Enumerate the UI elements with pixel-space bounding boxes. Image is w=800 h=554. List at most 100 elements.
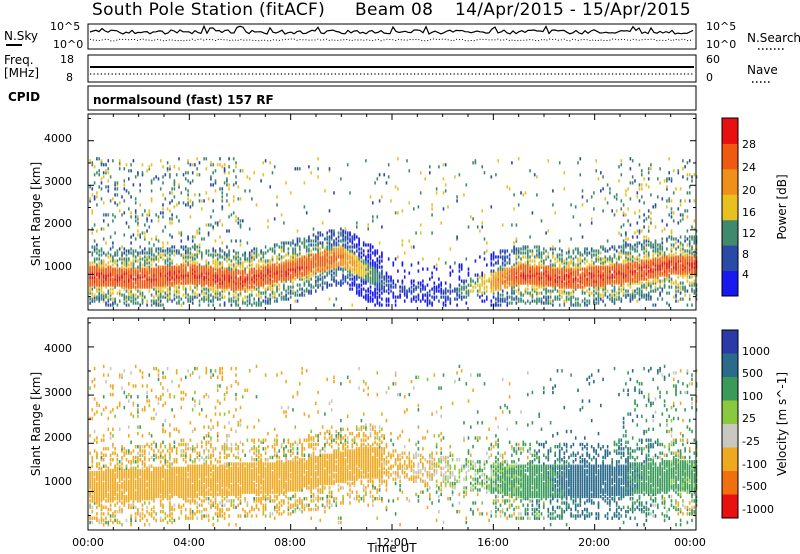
power-cell — [647, 171, 650, 175]
power-cell — [549, 265, 552, 269]
noise-left-tick-top: 10^5 — [50, 20, 80, 33]
power-cell — [654, 273, 657, 277]
power-cell — [93, 195, 96, 199]
power-cell — [321, 279, 324, 283]
power-cell — [191, 295, 194, 299]
power-cell — [565, 251, 568, 255]
power-cell — [356, 275, 358, 279]
power-cell — [346, 245, 349, 249]
power-cell — [148, 251, 151, 255]
power-cell — [602, 265, 604, 269]
power-cell — [276, 267, 278, 271]
power-cell — [91, 253, 94, 257]
power-cell — [130, 211, 132, 215]
power-cell — [315, 265, 317, 269]
power-cell — [590, 263, 593, 267]
power-cell — [533, 267, 536, 271]
power-cell — [568, 267, 570, 271]
power-cell — [253, 281, 255, 285]
power-cell — [182, 265, 185, 269]
power-cell — [456, 195, 458, 199]
power-cell — [565, 283, 568, 287]
power-cell — [470, 283, 472, 287]
power-cell — [449, 297, 452, 301]
power-cell — [356, 255, 358, 259]
power-cell — [444, 299, 447, 303]
power-cell — [326, 283, 328, 287]
power-cell — [661, 249, 664, 253]
power-cell — [89, 269, 91, 273]
power-cell — [299, 257, 301, 261]
power-cell — [517, 297, 520, 301]
power-cell — [625, 259, 627, 263]
power-cell — [577, 269, 579, 273]
power-cell — [182, 281, 185, 285]
power-cell — [91, 193, 94, 197]
power-cell — [305, 267, 308, 271]
power-cell — [280, 261, 283, 265]
power-cell — [132, 283, 135, 287]
power-cell — [643, 263, 645, 267]
power-cell — [641, 247, 643, 251]
power-cell — [513, 297, 515, 301]
power-cell — [590, 221, 593, 225]
power-cell — [561, 277, 563, 281]
power-cell — [538, 273, 540, 277]
power-cell — [187, 193, 189, 197]
power-cell — [150, 293, 153, 297]
power-cell — [264, 259, 267, 263]
power-cell — [663, 277, 666, 281]
power-cell — [415, 285, 417, 289]
power-cell — [305, 259, 308, 263]
power-cell — [504, 275, 506, 279]
power-cell — [356, 283, 358, 287]
power-cell — [107, 295, 110, 299]
power-cell — [260, 301, 262, 305]
power-cell — [481, 293, 483, 297]
power-cell — [584, 273, 586, 277]
power-cell — [659, 293, 661, 297]
power-cell — [568, 251, 570, 255]
power-cell — [98, 287, 100, 291]
power-cell — [625, 243, 627, 247]
power-cell — [574, 273, 577, 277]
power-cell — [235, 165, 237, 169]
power-cell — [590, 283, 593, 287]
power-cell — [517, 285, 520, 289]
power-cell — [552, 245, 554, 249]
power-cell — [340, 251, 342, 255]
power-cell — [597, 295, 600, 299]
power-cell — [235, 181, 237, 185]
power-cell — [449, 291, 452, 295]
power-cell — [374, 265, 376, 269]
power-cell — [549, 281, 552, 285]
power-cell — [187, 179, 189, 183]
power-cell — [328, 167, 331, 171]
power-cell — [326, 257, 328, 261]
power-cell — [214, 253, 217, 257]
power-cell — [219, 281, 221, 285]
power-cell — [89, 291, 91, 295]
power-cell — [492, 275, 495, 279]
power-cell — [248, 259, 251, 263]
power-cell — [159, 247, 162, 251]
power-cell — [444, 289, 447, 293]
power-cell — [310, 253, 312, 257]
power-cell — [636, 271, 639, 275]
power-cell — [315, 255, 317, 259]
power-cell — [223, 295, 226, 299]
power-cell — [178, 301, 180, 305]
power-cell — [413, 279, 415, 283]
power-cell — [130, 269, 132, 273]
power-cell — [540, 277, 543, 281]
power-cell — [536, 299, 538, 303]
power-cell — [198, 269, 201, 273]
power-cell — [356, 267, 358, 271]
power-cell — [121, 255, 123, 259]
power-cell — [647, 215, 650, 219]
power-cell — [216, 221, 219, 225]
power-cell — [634, 273, 636, 277]
power-cell — [351, 281, 354, 285]
power-cell — [214, 271, 217, 275]
power-cell — [185, 273, 187, 277]
